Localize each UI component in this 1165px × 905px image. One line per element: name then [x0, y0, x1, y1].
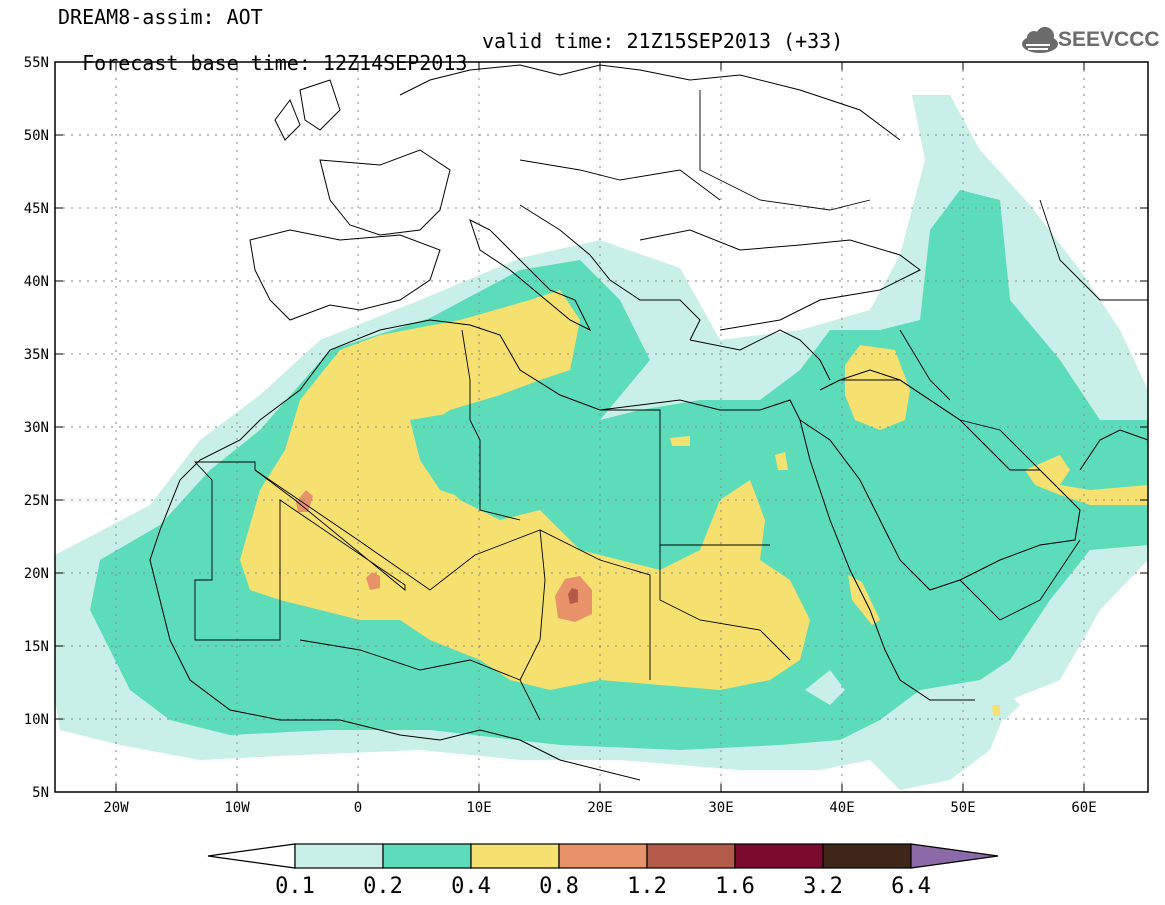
lon-label: 20W	[103, 800, 129, 816]
lat-label: 40N	[24, 274, 49, 290]
colorbar-label: 6.4	[891, 874, 931, 899]
aot-contour-fill	[55, 95, 1148, 790]
colorbar-over-arrow	[910, 843, 999, 869]
lat-label: 30N	[24, 420, 49, 436]
lon-label: 10E	[466, 800, 491, 816]
colorbar-swatch	[734, 843, 824, 869]
longitude-labels: 20W 10W 0 10E 20E 30E 40E 50E 60E	[103, 800, 1096, 816]
lat-label: 5N	[32, 785, 49, 801]
colorbar-label: 0.2	[363, 874, 403, 899]
lat-lon-grid	[55, 62, 1148, 792]
lon-label: 20E	[587, 800, 612, 816]
valid-time: valid time: 21Z15SEP2013 (+33)	[482, 29, 844, 53]
country-borders	[193, 90, 1148, 721]
colorbar-label: 1.2	[627, 874, 667, 899]
cloud-logo-icon	[1022, 27, 1058, 53]
colorbar-swatch	[470, 843, 560, 869]
colorbar	[207, 843, 999, 869]
lat-label: 50N	[24, 128, 49, 144]
colorbar-label: 1.6	[715, 874, 755, 899]
colorbar-swatch	[646, 843, 736, 869]
colorbar-label: 0.8	[539, 874, 579, 899]
lat-label: 45N	[24, 201, 49, 217]
latitude-labels: 55N 50N 45N 40N 35N 30N 25N 20N 15N 10N …	[24, 55, 49, 801]
colorbar-swatch	[294, 843, 384, 869]
lat-label: 35N	[24, 347, 49, 363]
colorbar-label: 3.2	[803, 874, 843, 899]
lon-label: 60E	[1071, 800, 1096, 816]
axis-ticks	[55, 61, 1148, 792]
colorbar-under-arrow	[207, 843, 296, 869]
colorbar-swatch	[382, 843, 472, 869]
lat-label: 15N	[24, 639, 49, 655]
lat-label: 25N	[24, 493, 49, 509]
lon-label: 10W	[224, 800, 250, 816]
colorbar-swatch	[558, 843, 648, 869]
colorbar-swatch	[822, 843, 912, 869]
colorbar-label: 0.4	[451, 874, 491, 899]
map-title: DREAM8-assim: AOT	[58, 5, 263, 29]
lon-label: 30E	[708, 800, 733, 816]
seevccc-logo: SEEVCCC	[1058, 28, 1160, 51]
base-time: Forecast base time: 12Z14SEP2013	[82, 51, 468, 75]
lon-label: 50E	[950, 800, 975, 816]
colorbar-labels: 0.1 0.2 0.4 0.8 1.2 1.6 3.2 6.4	[275, 874, 931, 899]
lon-label: 0	[354, 800, 362, 816]
lat-label: 10N	[24, 712, 49, 728]
colorbar-label: 0.1	[275, 874, 315, 899]
lat-label: 20N	[24, 566, 49, 582]
lat-label: 55N	[24, 55, 49, 71]
forecast-time-line: Forecast base time: 12Z14SEP2013 valid t…	[58, 30, 843, 96]
lon-label: 40E	[829, 800, 854, 816]
